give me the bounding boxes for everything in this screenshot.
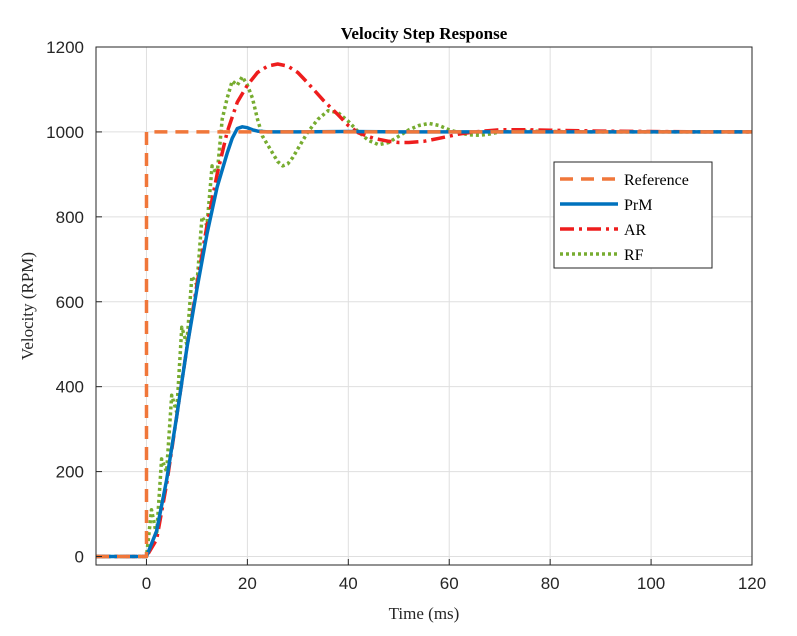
- x-axis-ticks: 0 20 40 60 80 100 120: [142, 559, 766, 593]
- legend-label-reference: Reference: [624, 172, 689, 189]
- y-tick-label: 0: [75, 548, 84, 567]
- legend-label-rf: RF: [624, 247, 644, 264]
- y-tick-label: 600: [56, 293, 84, 312]
- y-tick-label: 800: [56, 208, 84, 227]
- y-tick-label: 400: [56, 378, 84, 397]
- x-axis-title: Time (ms): [389, 604, 460, 623]
- y-tick-label: 1200: [46, 38, 84, 57]
- legend-box: [553, 161, 713, 269]
- chart-title: Velocity Step Response: [341, 24, 508, 43]
- y-axis-ticks: 0 200 400 600 800 1000 1200: [46, 38, 102, 567]
- legend-label-ar: AR: [624, 222, 647, 239]
- x-tick-label: 80: [541, 574, 560, 593]
- x-tick-label: 120: [738, 574, 766, 593]
- legend-label-prm: PrM: [624, 197, 652, 214]
- y-tick-label: 1000: [46, 123, 84, 142]
- x-tick-label: 100: [637, 574, 665, 593]
- x-tick-label: 60: [440, 574, 459, 593]
- x-tick-label: 40: [339, 574, 358, 593]
- series-layer: [96, 62, 752, 559]
- series-line-reference: [96, 130, 752, 559]
- y-tick-label: 200: [56, 463, 84, 482]
- x-tick-label: 20: [238, 574, 257, 593]
- y-axis-title: Velocity (RPM): [18, 252, 37, 360]
- x-tick-label: 0: [142, 574, 151, 593]
- axes-box: [95, 46, 753, 566]
- legend: Reference PrM AR RF: [553, 161, 713, 269]
